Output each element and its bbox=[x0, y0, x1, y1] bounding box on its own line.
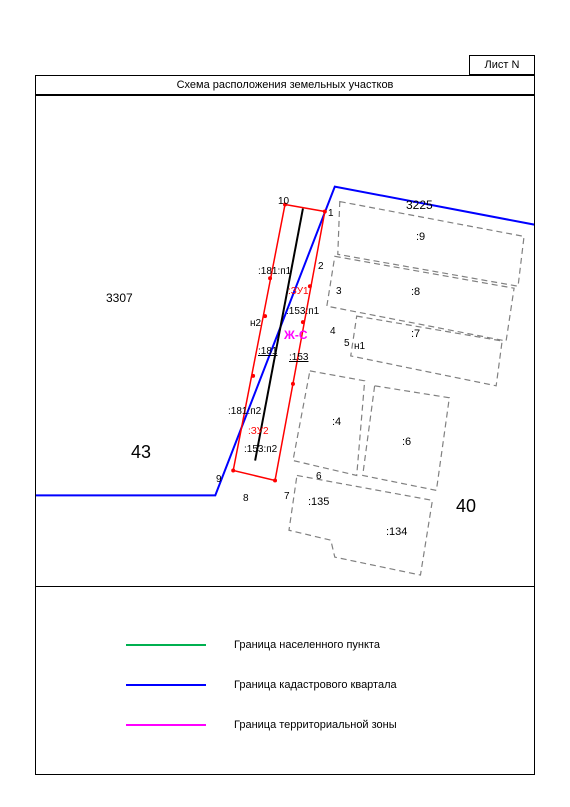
map-label: Ж-С bbox=[284, 328, 308, 342]
title-box: Схема расположения земельных участков bbox=[35, 75, 535, 95]
sheet-number-label: Лист N bbox=[485, 59, 520, 71]
map-label: 9 bbox=[216, 474, 222, 485]
map-label: 4 bbox=[330, 326, 336, 337]
map-label: 2 bbox=[318, 261, 324, 272]
map-label: :ЗУ2 bbox=[248, 426, 269, 437]
sheet-number-box: Лист N bbox=[469, 55, 535, 75]
map-label: :6 bbox=[402, 436, 411, 448]
map-label: 10 bbox=[278, 196, 289, 207]
map-label: :8 bbox=[411, 286, 420, 298]
map-label: :153 bbox=[289, 352, 308, 363]
map-label: 3307 bbox=[106, 291, 133, 305]
map-panel: 3307 43 40 3225 :9 :8 :7 :4 :6 :135 :134 10 1 2 3 45 6 7 8… bbox=[35, 95, 535, 587]
map-label: :153:п2 bbox=[244, 444, 277, 455]
map-label: :4 bbox=[332, 416, 341, 428]
legend-label: Граница территориальной зоны bbox=[234, 719, 397, 731]
legend-line-sample bbox=[126, 724, 206, 726]
map-label: :181:п1 bbox=[258, 266, 291, 277]
map-label: 1 bbox=[328, 208, 334, 219]
map-label: :ЗУ1 bbox=[288, 286, 309, 297]
map-label: 5 bbox=[344, 338, 350, 349]
map-label: н2 bbox=[250, 318, 261, 329]
legend-line-sample bbox=[126, 644, 206, 646]
legend-row: Граница территориальной зоны bbox=[126, 715, 397, 735]
map-label: :181:п2 bbox=[228, 406, 261, 417]
map-label: 8 bbox=[243, 493, 249, 504]
map-label: 43 bbox=[131, 442, 151, 463]
title-text: Схема расположения земельных участков bbox=[177, 79, 394, 91]
map-label: :153:п1 bbox=[286, 306, 319, 317]
map-label: :135 bbox=[308, 496, 329, 508]
map-label: :7 bbox=[411, 328, 420, 340]
legend-label: Граница кадастрового квартала bbox=[234, 679, 397, 691]
map-label: 7 bbox=[284, 491, 290, 502]
legend-panel: Граница населенного пункта Граница кадаст… bbox=[35, 585, 535, 775]
map-label: 40 bbox=[456, 496, 476, 517]
map-label: 3225 bbox=[406, 198, 433, 212]
legend-row: Граница населенного пункта bbox=[126, 635, 380, 655]
legend-line-sample bbox=[126, 684, 206, 686]
page-frame: Лист N Схема расположения земельных учас… bbox=[35, 55, 535, 775]
legend-row: Граница кадастрового квартала bbox=[126, 675, 397, 695]
legend-label: Граница населенного пункта bbox=[234, 639, 380, 651]
map-label: :9 bbox=[416, 231, 425, 243]
map-label: :181 bbox=[258, 346, 277, 357]
map-label: :134 bbox=[386, 526, 407, 538]
map-label: 6 bbox=[316, 471, 322, 482]
map-label: 3 bbox=[336, 286, 342, 297]
map-label: н1 bbox=[354, 341, 365, 352]
